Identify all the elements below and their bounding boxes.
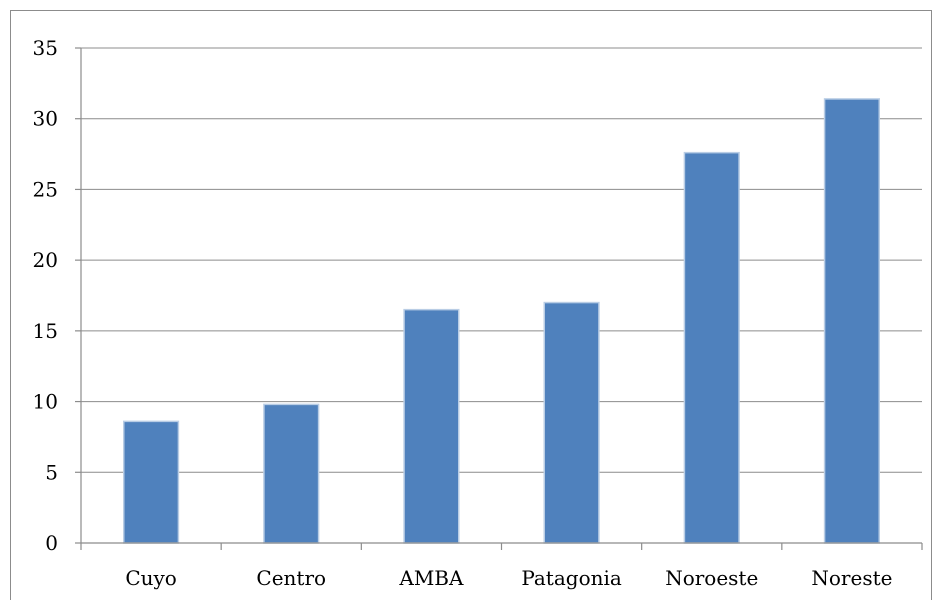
x-tick-label-patagonia: Patagonia <box>521 566 622 590</box>
tick-labels: 0 5 10 15 20 25 30 35 Cuyo Centro AMBA Patagonia Nor… <box>33 36 893 590</box>
gridlines <box>81 47 922 473</box>
y-tick-label: 15 <box>33 319 58 343</box>
x-tick-label-noroeste: Noroeste <box>665 566 758 590</box>
axes <box>75 47 923 550</box>
x-tick-label-noreste: Noreste <box>811 566 892 590</box>
bar-noreste <box>823 98 880 544</box>
y-tick-label: 35 <box>33 36 58 60</box>
bar-noroeste <box>683 151 740 544</box>
y-tick-label: 10 <box>33 390 58 414</box>
bar-centro <box>263 403 320 544</box>
bar-cuyo <box>123 420 180 544</box>
bar-amba <box>403 308 460 544</box>
x-tick-label-amba: AMBA <box>398 566 464 590</box>
x-tick-label-centro: Centro <box>256 566 326 590</box>
y-tick-label: 5 <box>45 460 58 484</box>
y-tick-label: 30 <box>33 107 58 131</box>
y-tick-label: 25 <box>33 177 58 201</box>
bars <box>123 98 880 544</box>
bar-patagonia <box>543 301 600 544</box>
x-tick-label-cuyo: Cuyo <box>125 566 177 590</box>
y-tick-label: 20 <box>33 248 58 272</box>
y-tick-label: 0 <box>45 531 58 555</box>
